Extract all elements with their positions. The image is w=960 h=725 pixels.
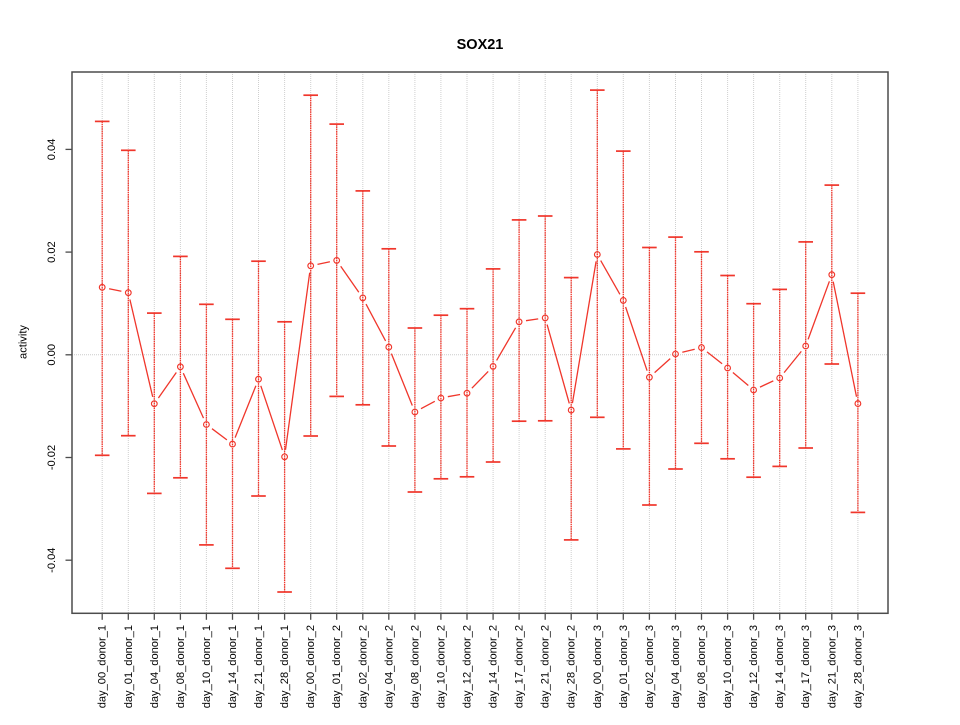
svg-text:day_10_donor_3: day_10_donor_3	[722, 625, 734, 708]
svg-text:SOX21: SOX21	[457, 37, 504, 53]
svg-text:day_17_donor_2: day_17_donor_2	[514, 625, 526, 708]
svg-text:day_28_donor_3: day_28_donor_3	[852, 625, 864, 708]
svg-text:day_01_donor_3: day_01_donor_3	[618, 625, 630, 708]
svg-text:day_00_donor_2: day_00_donor_2	[305, 625, 317, 708]
svg-text:day_01_donor_1: day_01_donor_1	[123, 625, 135, 708]
svg-text:day_14_donor_1: day_14_donor_1	[227, 625, 239, 708]
svg-text:day_21_donor_1: day_21_donor_1	[253, 625, 265, 708]
svg-text:day_02_donor_3: day_02_donor_3	[644, 625, 656, 708]
svg-text:day_04_donor_1: day_04_donor_1	[149, 625, 161, 708]
svg-text:day_17_donor_3: day_17_donor_3	[800, 625, 812, 708]
svg-text:-0.02: -0.02	[46, 445, 58, 470]
svg-text:day_21_donor_3: day_21_donor_3	[826, 625, 838, 708]
svg-text:day_12_donor_3: day_12_donor_3	[748, 625, 760, 708]
svg-text:day_28_donor_2: day_28_donor_2	[566, 625, 578, 708]
svg-text:day_21_donor_2: day_21_donor_2	[540, 625, 552, 708]
svg-text:day_12_donor_2: day_12_donor_2	[462, 625, 474, 708]
svg-text:day_01_donor_2: day_01_donor_2	[331, 625, 343, 708]
svg-text:day_10_donor_2: day_10_donor_2	[435, 625, 447, 708]
svg-text:-0.04: -0.04	[46, 548, 58, 573]
svg-text:day_04_donor_3: day_04_donor_3	[670, 625, 682, 708]
svg-text:day_00_donor_3: day_00_donor_3	[592, 625, 604, 708]
svg-text:day_14_donor_2: day_14_donor_2	[488, 625, 500, 708]
svg-text:day_00_donor_1: day_00_donor_1	[97, 625, 109, 708]
svg-text:day_08_donor_2: day_08_donor_2	[409, 625, 421, 708]
svg-text:day_04_donor_2: day_04_donor_2	[383, 625, 395, 708]
svg-text:activity: activity	[18, 325, 30, 359]
svg-text:day_14_donor_3: day_14_donor_3	[774, 625, 786, 708]
svg-text:0.00: 0.00	[46, 344, 58, 366]
svg-text:day_08_donor_3: day_08_donor_3	[696, 625, 708, 708]
svg-text:0.04: 0.04	[46, 139, 58, 161]
svg-text:day_08_donor_1: day_08_donor_1	[175, 625, 187, 708]
svg-text:0.02: 0.02	[46, 241, 58, 263]
svg-text:day_10_donor_1: day_10_donor_1	[201, 625, 213, 708]
svg-text:day_02_donor_2: day_02_donor_2	[357, 625, 369, 708]
svg-text:day_28_donor_1: day_28_donor_1	[279, 625, 291, 708]
